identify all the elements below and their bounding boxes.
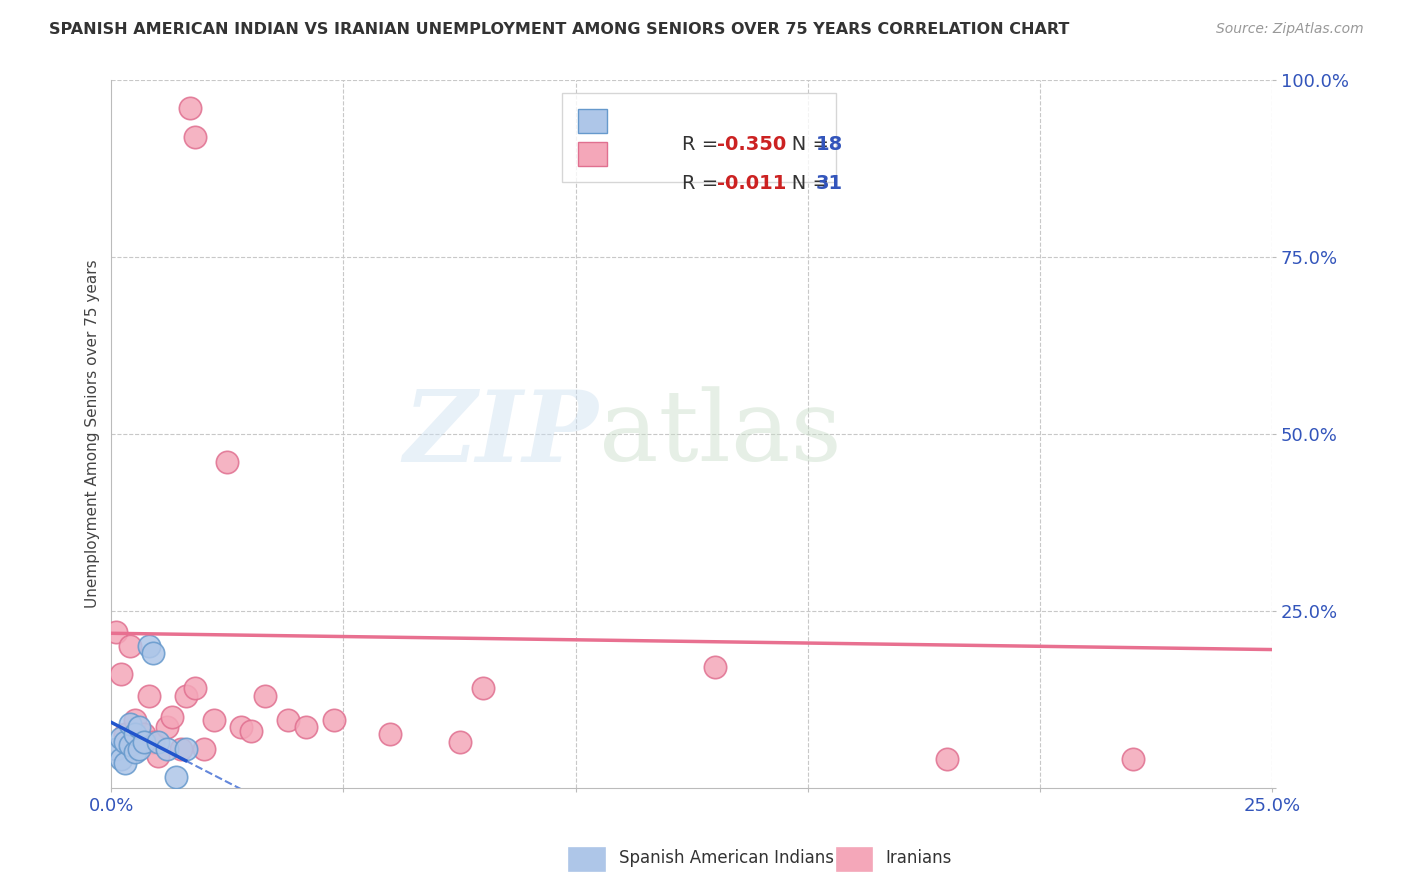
Point [295, 720, 318, 734]
Point [118, 716, 141, 731]
Text: ZIP: ZIP [404, 385, 599, 482]
Point [156, 741, 179, 756]
Text: R =: R = [682, 136, 724, 154]
Text: 18: 18 [815, 136, 842, 154]
Point [128, 734, 150, 748]
Point [202, 714, 225, 728]
Point [132, 727, 155, 741]
Point [146, 734, 169, 748]
Point [253, 689, 276, 703]
Point [118, 738, 141, 752]
Point [160, 710, 183, 724]
Text: SPANISH AMERICAN INDIAN VS IRANIAN UNEMPLOYMENT AMONG SENIORS OVER 75 YEARS CORR: SPANISH AMERICAN INDIAN VS IRANIAN UNEMP… [49, 22, 1070, 37]
Point [114, 756, 136, 770]
Point [703, 660, 725, 674]
Point [184, 681, 207, 696]
Point [184, 129, 207, 144]
Point [1122, 752, 1144, 766]
Point [146, 748, 169, 763]
Point [142, 734, 165, 748]
Point [124, 745, 146, 759]
Point [105, 624, 128, 639]
Point [935, 752, 957, 766]
Text: R =: R = [682, 174, 724, 194]
Point [217, 455, 239, 469]
Point [142, 646, 165, 660]
Text: 31: 31 [815, 174, 842, 194]
Point [231, 720, 253, 734]
Point [114, 727, 136, 741]
Text: -0.350: -0.350 [717, 136, 786, 154]
Point [378, 727, 401, 741]
Point [174, 741, 197, 756]
Point [118, 639, 141, 653]
Point [449, 734, 471, 748]
Point [124, 714, 146, 728]
Point [471, 681, 494, 696]
Text: N =: N = [773, 174, 835, 194]
Point [138, 639, 160, 653]
Point [110, 731, 132, 745]
Point [174, 689, 197, 703]
Point [114, 734, 136, 748]
Text: -0.011: -0.011 [717, 174, 786, 194]
Point [165, 770, 187, 784]
Y-axis label: Unemployment Among Seniors over 75 years: Unemployment Among Seniors over 75 years [86, 260, 100, 608]
Point [132, 734, 155, 748]
Legend: R = -0.350   N = 18, R =  -0.011   N = 31: R = -0.350 N = 18, R = -0.011 N = 31 [562, 94, 837, 181]
Text: atlas: atlas [599, 386, 842, 482]
Point [110, 752, 132, 766]
Point [179, 101, 201, 115]
Point [128, 741, 150, 756]
Point [156, 720, 179, 734]
Text: Spanish American Indians: Spanish American Indians [619, 849, 834, 867]
Text: N =: N = [773, 136, 835, 154]
Point [138, 689, 160, 703]
Point [239, 723, 262, 738]
Point [277, 714, 299, 728]
Point [110, 667, 132, 681]
Text: Iranians: Iranians [886, 849, 952, 867]
Point [323, 714, 346, 728]
Point [193, 741, 215, 756]
Point [124, 727, 146, 741]
Text: Source: ZipAtlas.com: Source: ZipAtlas.com [1216, 22, 1364, 37]
Point [128, 720, 150, 734]
Point [170, 741, 193, 756]
Point [105, 741, 128, 756]
